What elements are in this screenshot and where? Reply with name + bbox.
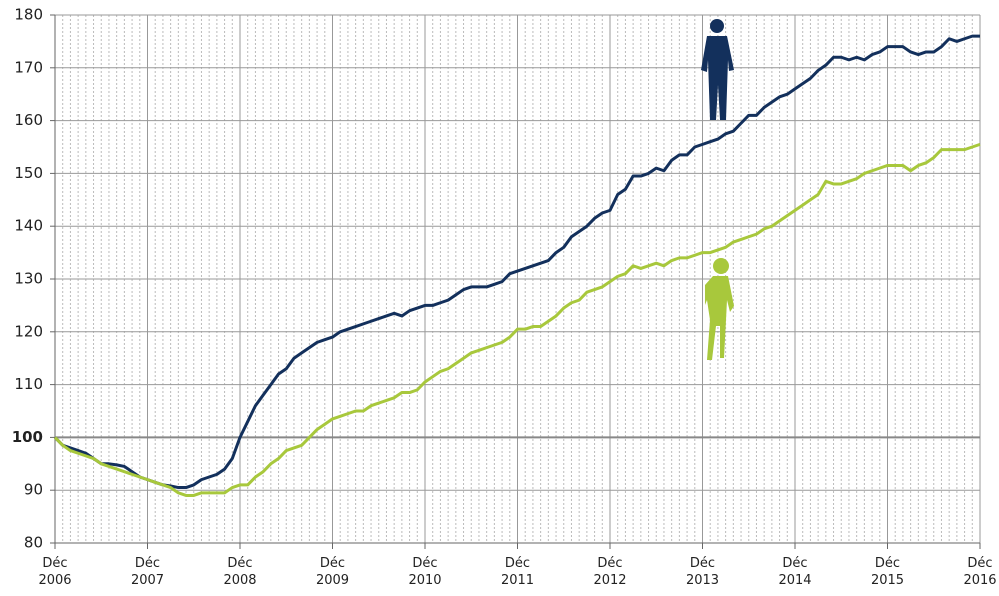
x-tick-label: Déc 2011 <box>500 556 535 588</box>
y-tick-label: 100 <box>12 428 43 446</box>
x-tick-label: Déc 2015 <box>870 556 905 588</box>
x-tick-label: Déc 2014 <box>778 556 812 588</box>
y-tick-label: 90 <box>24 481 43 499</box>
man-icon <box>701 19 734 120</box>
x-tick-label: Déc 2016 <box>963 556 997 588</box>
y-tick-label: 80 <box>24 534 43 552</box>
x-tick-label: Déc 2006 <box>38 556 72 588</box>
series-line <box>53 34 980 490</box>
x-tick-label: Déc 2012 <box>593 556 627 588</box>
y-tick-label: 150 <box>14 164 43 182</box>
y-tick-label: 140 <box>14 217 43 235</box>
woman-icon <box>705 258 734 360</box>
y-tick-label: 110 <box>14 375 43 393</box>
y-tick-label: 170 <box>14 58 43 76</box>
y-tick-label: 130 <box>14 270 43 288</box>
x-tick-label: Déc 2010 <box>408 556 442 588</box>
y-tick-label: 180 <box>14 6 43 24</box>
series-line <box>53 142 981 497</box>
y-tick-label: 120 <box>14 322 43 340</box>
y-tick-label: 160 <box>14 111 43 129</box>
x-tick-label: Déc 2009 <box>315 556 350 588</box>
x-tick-label: Déc 2008 <box>223 556 257 588</box>
x-tick-label: Déc 2013 <box>685 556 720 588</box>
x-tick-label: Déc 2007 <box>130 556 165 588</box>
